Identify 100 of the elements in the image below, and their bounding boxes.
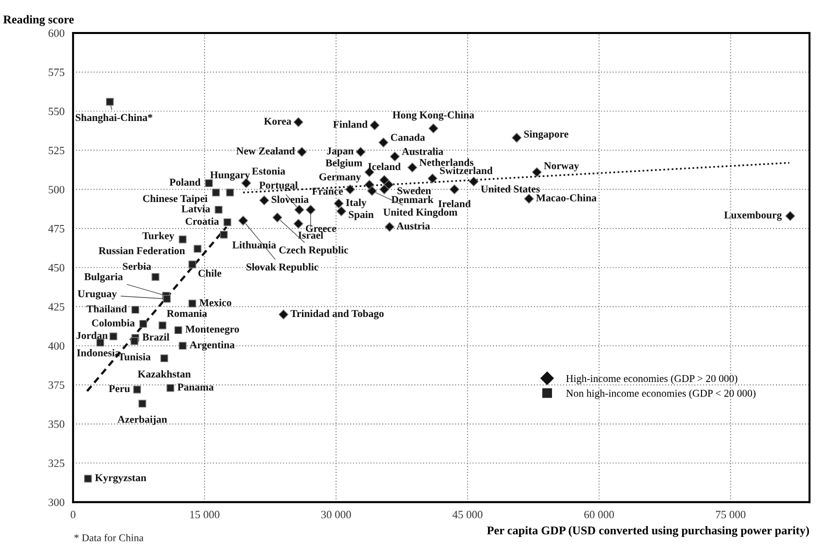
annotation: Tunisia (118, 353, 151, 360)
annotation: Finland (333, 120, 368, 128)
annotation: Australia (402, 148, 444, 156)
annotation: Croatia (186, 218, 219, 225)
point (160, 354, 168, 362)
point (188, 260, 196, 268)
point (428, 173, 438, 184)
point (334, 198, 344, 208)
annotation: Colombia (92, 319, 135, 326)
annotation: Denmark (391, 196, 434, 204)
annotation: Montenegro (185, 326, 240, 335)
annotation: Germany (319, 173, 361, 182)
annotation: Iceland (368, 162, 401, 170)
annotation: Greece (306, 224, 336, 232)
point (293, 218, 304, 229)
annotation: United Kingdom (383, 208, 458, 218)
point (272, 212, 282, 222)
point (370, 120, 380, 130)
annotation: Kazakhstan (138, 370, 191, 378)
point (133, 386, 141, 394)
y-tick-label: 400 (48, 342, 64, 350)
point (785, 211, 796, 221)
annotation: Hong Kong-China (392, 111, 474, 121)
point (278, 310, 288, 320)
point (194, 244, 202, 253)
x-tick-label: 30 000 (321, 510, 351, 518)
annotation: Korea (264, 118, 292, 125)
annotation: Spain (348, 210, 374, 220)
annotation: United States (480, 185, 540, 193)
x-tick-label: 60 000 (584, 510, 614, 518)
point (188, 300, 196, 308)
point (524, 194, 534, 204)
point (106, 98, 114, 106)
point (294, 204, 304, 215)
point (205, 179, 213, 188)
annotation: Netherlands (420, 158, 474, 166)
annotation: France (312, 188, 343, 195)
x-tick-label: 45 000 (452, 510, 482, 518)
point (296, 146, 307, 157)
annotation: Hungary (210, 171, 250, 181)
annotation: Brazil (142, 333, 170, 341)
point (306, 204, 316, 215)
point (532, 167, 542, 178)
point (220, 230, 228, 239)
annotation: Turkey (142, 232, 174, 242)
annotation: Slovak Republic (246, 263, 318, 273)
annotation: Italy (346, 198, 366, 208)
annotation: Czech Republic (279, 246, 348, 256)
annotation: Romania (166, 310, 208, 317)
point (512, 132, 522, 143)
point (428, 123, 438, 134)
annotation: Thailand (86, 305, 127, 312)
annotation: Poland (170, 178, 201, 186)
annotation: Latvia (182, 204, 210, 212)
annotation: Russian Federation (98, 246, 185, 254)
annotation: Panama (178, 384, 214, 391)
point (178, 236, 187, 244)
point (131, 306, 140, 314)
annotation: Luxembourg (724, 211, 782, 221)
y-tick-label: 425 (48, 303, 64, 311)
point (449, 184, 460, 194)
annotation: Azerbaijan (118, 416, 168, 426)
point (356, 146, 366, 157)
point (223, 218, 232, 226)
annotation: Indonesia (76, 349, 120, 356)
point (238, 216, 248, 226)
x-tick-label: 0 (70, 510, 76, 518)
annotation: Ireland (438, 200, 471, 208)
y-axis-title: Reading score (3, 15, 74, 26)
point (166, 384, 174, 392)
annotation: Estonia (252, 167, 286, 175)
annotation: Serbia (122, 262, 152, 270)
annotation: Japan (326, 148, 354, 157)
point (162, 294, 171, 303)
y-tick-label: 550 (48, 108, 64, 116)
point (84, 474, 92, 483)
y-tick-label: 525 (48, 146, 64, 154)
point (259, 195, 270, 206)
y-tick-label: 575 (48, 68, 64, 76)
annotation: Trinidad and Tobago (290, 310, 384, 320)
point (407, 162, 418, 172)
y-tick-label: 350 (48, 420, 64, 428)
point (378, 138, 388, 148)
point (367, 186, 377, 196)
y-tick-label: 500 (48, 186, 64, 194)
annotation: Switzerland (440, 166, 493, 174)
y-tick-label: 375 (48, 381, 64, 389)
text: * Data for China (74, 534, 144, 542)
point (336, 206, 346, 216)
point (214, 206, 222, 214)
point (390, 152, 400, 162)
point (130, 337, 138, 345)
annotation: Shanghai-China* (76, 114, 152, 124)
point (139, 320, 148, 328)
annotation: Jordan (76, 332, 108, 339)
point (152, 273, 160, 281)
annotation: Kyrgyzstan (95, 474, 146, 484)
annotation: Mexico (199, 298, 232, 306)
legend-label: High-income economies (GDP > 20 000) (566, 374, 738, 384)
annotation: Bulgaria (84, 272, 123, 282)
